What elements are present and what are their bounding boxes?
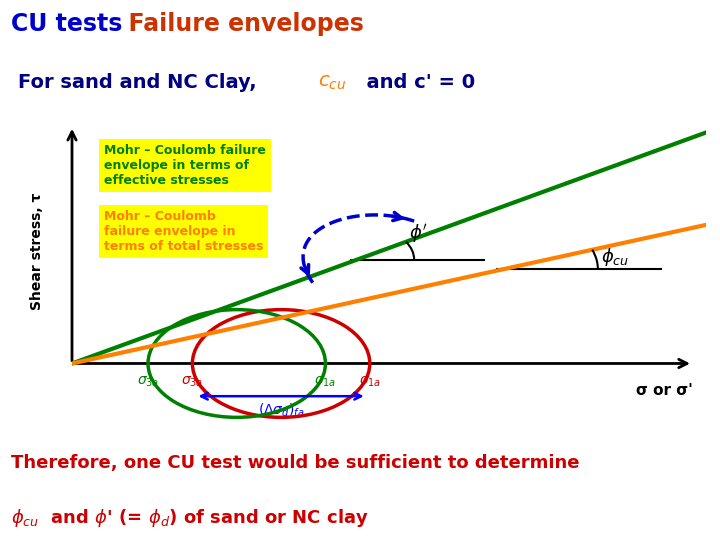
Text: $\sigma_{3a}$: $\sigma_{3a}$: [137, 375, 159, 389]
Text: $\sigma_{1a}$: $\sigma_{1a}$: [359, 375, 381, 389]
Text: $\sigma_{3a}$: $\sigma_{3a}$: [181, 375, 204, 389]
Text: $c_{cu}$: $c_{cu}$: [318, 73, 346, 92]
Text: CU tests: CU tests: [11, 12, 122, 36]
Text: Mohr – Coulomb
failure envelope in
terms of total stresses: Mohr – Coulomb failure envelope in terms…: [104, 210, 263, 253]
Text: Shear stress, τ: Shear stress, τ: [30, 192, 44, 309]
Text: $\phi_{cu}$  and $\phi$' (= $\phi_d$) of sand or NC clay: $\phi_{cu}$ and $\phi$' (= $\phi_d$) of …: [11, 507, 369, 529]
Text: $(\Delta\sigma_d)_{fa}$: $(\Delta\sigma_d)_{fa}$: [258, 402, 305, 420]
Text: Failure envelopes: Failure envelopes: [112, 12, 364, 36]
Text: Mohr – Coulomb failure
envelope in terms of
effective stresses: Mohr – Coulomb failure envelope in terms…: [104, 144, 266, 187]
Text: and c' = 0: and c' = 0: [353, 73, 475, 92]
Text: Therefore, one CU test would be sufficient to determine: Therefore, one CU test would be sufficie…: [11, 454, 580, 471]
Text: $\phi_{cu}$: $\phi_{cu}$: [601, 246, 629, 268]
Text: $\sigma_{1a}$: $\sigma_{1a}$: [315, 375, 336, 389]
Text: σ or σ': σ or σ': [636, 383, 693, 398]
Text: $\phi'$: $\phi'$: [409, 222, 428, 246]
Text: For sand and NC Clay,: For sand and NC Clay,: [18, 73, 270, 92]
